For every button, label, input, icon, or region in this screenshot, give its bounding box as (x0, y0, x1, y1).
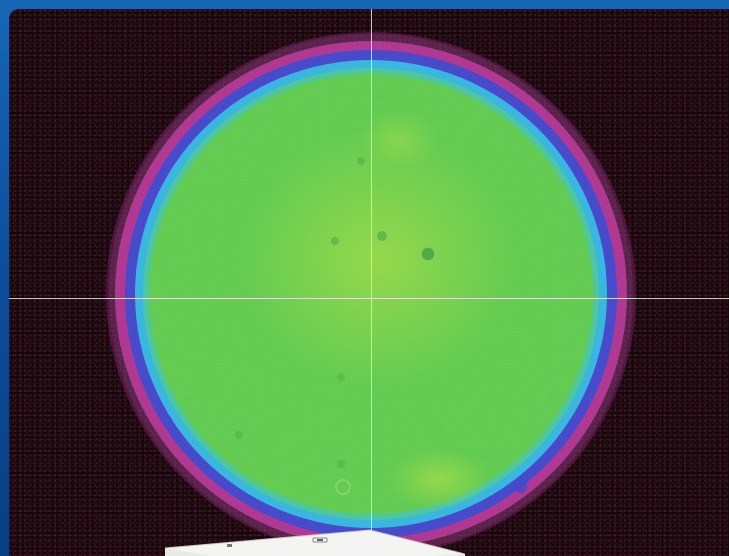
crosshair-horizontal[interactable] (9, 298, 729, 299)
crosshair-vertical[interactable] (371, 9, 372, 556)
beam-profiler-sensor-icon (165, 529, 465, 556)
beam-profile-image (106, 32, 636, 556)
beam-profile-viewport[interactable] (9, 9, 729, 556)
